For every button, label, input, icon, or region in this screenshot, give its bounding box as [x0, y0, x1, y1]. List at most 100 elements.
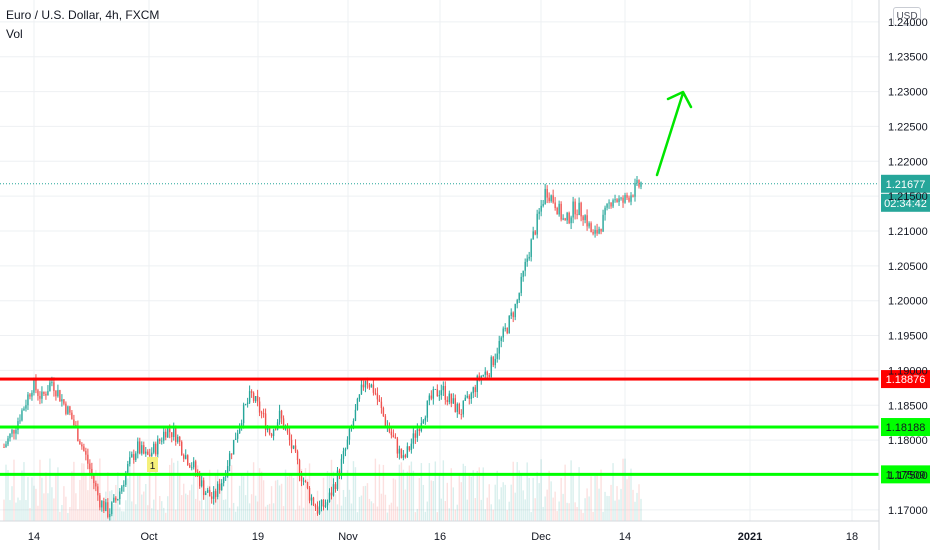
volume-bar	[191, 484, 193, 521]
volume-bar	[264, 506, 267, 521]
candle-body	[167, 428, 169, 438]
candle-body	[145, 451, 147, 454]
candle-body	[151, 452, 153, 456]
volume-bar	[346, 470, 349, 521]
candle-body	[121, 486, 123, 492]
volume-bar	[382, 464, 385, 521]
candle-body	[348, 428, 351, 440]
volume-bar	[163, 507, 165, 521]
candle-body	[452, 398, 454, 404]
candle-body	[412, 433, 415, 444]
volume-bar	[612, 463, 614, 521]
volume-bar	[564, 464, 566, 521]
volume-bar	[336, 504, 339, 521]
candle-body	[216, 483, 219, 497]
candle-body	[426, 400, 429, 418]
y-tick-label: 1.19000	[888, 365, 928, 377]
candle-body	[346, 439, 349, 449]
candle-body	[171, 432, 173, 438]
candle-body	[622, 197, 624, 203]
candle-body	[282, 418, 285, 430]
volume-bar	[81, 463, 83, 521]
candle-body	[330, 492, 333, 496]
volume-bar	[143, 491, 145, 521]
volume-bar	[310, 493, 313, 521]
volume-bar	[472, 470, 474, 521]
candle-body	[83, 446, 85, 451]
volume-bar	[320, 509, 323, 521]
candle-body	[474, 387, 476, 393]
candle-body	[450, 393, 452, 404]
volume-bar	[167, 496, 169, 521]
volume-bar	[518, 470, 520, 521]
candle-body	[356, 398, 359, 410]
candle-body	[580, 202, 582, 217]
candle-body	[252, 392, 255, 401]
candle-body	[228, 453, 231, 467]
candle-body	[500, 337, 502, 342]
candle-body	[552, 195, 554, 203]
volume-bar	[89, 462, 91, 521]
volume-bar	[177, 460, 179, 521]
candle-body	[202, 480, 205, 496]
x-tick-label: 18	[846, 531, 858, 543]
candle-body	[584, 215, 586, 221]
level-line	[0, 377, 879, 381]
volume-bar	[117, 472, 119, 521]
level-price-label: 1.17509	[886, 469, 926, 481]
volume-bar	[482, 467, 484, 521]
x-tick-label: Nov	[338, 531, 358, 543]
candle-body	[626, 195, 628, 198]
volume-marker-box	[147, 457, 158, 472]
x-tick-label: 16	[434, 531, 446, 543]
candle-body	[432, 389, 435, 399]
candle-body	[59, 390, 61, 402]
candle-body	[540, 205, 542, 212]
candle-body	[484, 371, 486, 375]
volume-bar	[99, 458, 101, 521]
volume-bar	[524, 499, 526, 521]
volume-bar	[284, 469, 287, 521]
volume-bar	[424, 511, 427, 521]
candle-body	[448, 393, 450, 403]
candle-body	[374, 392, 377, 394]
candle-body	[606, 203, 608, 208]
candle-body	[51, 382, 53, 384]
volume-bar	[406, 471, 409, 521]
candle-body	[127, 463, 129, 473]
volume-bar	[15, 502, 17, 521]
x-tick-label: Oct	[140, 531, 157, 543]
level-price-tag	[881, 370, 930, 389]
candle-body	[191, 467, 193, 469]
candle-body	[304, 480, 307, 482]
volume-bar	[408, 465, 411, 521]
candle-body	[366, 380, 369, 385]
volume-bar	[626, 479, 628, 521]
countdown-label: 02:34:42	[884, 198, 927, 210]
volume-bar	[300, 468, 303, 521]
volume-bar	[123, 511, 125, 521]
volume-bar	[288, 473, 291, 521]
y-tick-label: 1.23500	[888, 52, 928, 64]
volume-bar	[139, 474, 141, 521]
candle-body	[89, 463, 91, 470]
candle-body	[490, 357, 492, 377]
candle-body	[175, 427, 177, 442]
volume-bar	[526, 462, 528, 521]
candle-body	[25, 405, 27, 409]
volume-bar	[558, 501, 560, 521]
volume-bar	[133, 459, 135, 521]
candle-body	[143, 445, 145, 454]
volume-bar	[137, 474, 139, 521]
volume-bar	[51, 487, 53, 521]
currency-button[interactable]: USD	[893, 7, 921, 26]
candle-body	[406, 446, 409, 458]
candle-body	[340, 458, 343, 476]
candle-body	[628, 197, 630, 202]
volume-bar	[266, 504, 269, 521]
volume-bar	[534, 498, 536, 521]
volume-bar	[296, 462, 299, 521]
volume-bar	[202, 509, 205, 521]
candle-body	[370, 384, 373, 388]
